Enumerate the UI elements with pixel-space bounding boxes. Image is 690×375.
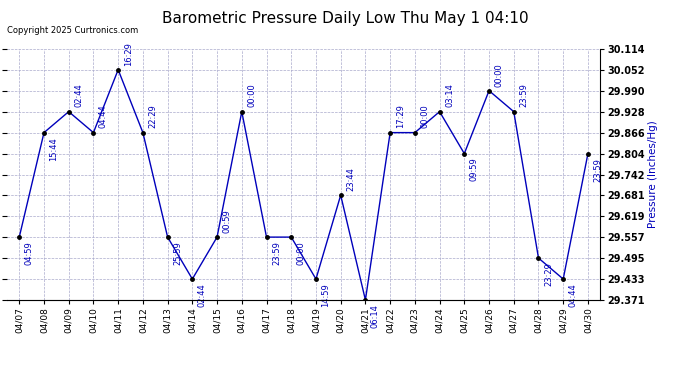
Text: 04:44: 04:44 <box>99 105 108 129</box>
Text: 15:44: 15:44 <box>50 137 59 160</box>
Text: 23:29: 23:29 <box>544 262 553 286</box>
Text: 06:14: 06:14 <box>371 304 380 328</box>
Text: 00:00: 00:00 <box>495 63 504 87</box>
Text: Barometric Pressure Daily Low Thu May 1 04:10: Barometric Pressure Daily Low Thu May 1 … <box>161 11 529 26</box>
Text: 04:59: 04:59 <box>25 241 34 265</box>
Text: 04:44: 04:44 <box>569 283 578 307</box>
Text: 03:14: 03:14 <box>445 84 454 108</box>
Text: 02:44: 02:44 <box>75 84 83 108</box>
Text: 17:29: 17:29 <box>395 105 405 129</box>
Text: 09:59: 09:59 <box>470 158 479 182</box>
Text: 00:00: 00:00 <box>247 84 257 108</box>
Text: 23:59: 23:59 <box>593 158 602 182</box>
Text: 14:59: 14:59 <box>322 283 331 307</box>
Text: 25:59: 25:59 <box>173 241 182 265</box>
Text: 00:00: 00:00 <box>420 105 429 129</box>
Text: Copyright 2025 Curtronics.com: Copyright 2025 Curtronics.com <box>7 26 138 35</box>
Y-axis label: Pressure (Inches/Hg): Pressure (Inches/Hg) <box>648 120 658 228</box>
Text: 23:59: 23:59 <box>272 241 281 265</box>
Text: 22:29: 22:29 <box>148 105 157 129</box>
Text: 16:29: 16:29 <box>124 42 132 66</box>
Text: 00:59: 00:59 <box>223 209 232 233</box>
Text: 23:44: 23:44 <box>346 167 355 191</box>
Text: 00:00: 00:00 <box>297 241 306 265</box>
Text: 02:44: 02:44 <box>198 283 207 307</box>
Text: 23:59: 23:59 <box>520 84 529 108</box>
